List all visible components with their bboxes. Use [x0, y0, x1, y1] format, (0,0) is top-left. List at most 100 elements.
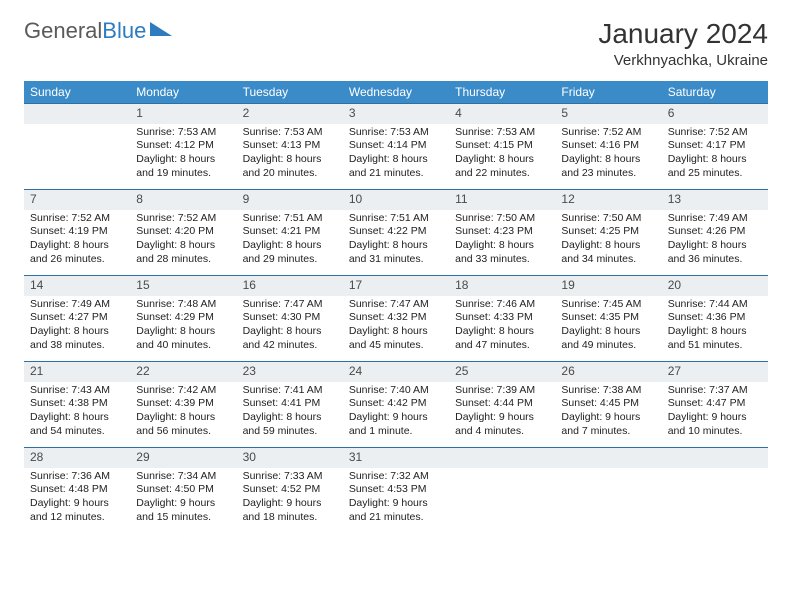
brand-name-part1: General: [24, 18, 102, 43]
day-cell: 14Sunrise: 7:49 AMSunset: 4:27 PMDayligh…: [24, 276, 130, 362]
sunset-line: Sunset: 4:15 PM: [455, 139, 549, 153]
day-number: 5: [555, 104, 661, 124]
day-body: Sunrise: 7:43 AMSunset: 4:38 PMDaylight:…: [24, 382, 130, 443]
daylight-line: Daylight: 9 hours and 21 minutes.: [349, 497, 443, 524]
sunrise-line: Sunrise: 7:52 AM: [30, 212, 124, 226]
day-header: Saturday: [662, 81, 768, 104]
daylight-line: Daylight: 8 hours and 21 minutes.: [349, 153, 443, 180]
day-body: Sunrise: 7:41 AMSunset: 4:41 PMDaylight:…: [237, 382, 343, 443]
day-cell: [662, 448, 768, 534]
day-number: 21: [24, 362, 130, 382]
daylight-line: Daylight: 9 hours and 12 minutes.: [30, 497, 124, 524]
day-cell: 21Sunrise: 7:43 AMSunset: 4:38 PMDayligh…: [24, 362, 130, 448]
day-body: Sunrise: 7:50 AMSunset: 4:23 PMDaylight:…: [449, 210, 555, 271]
day-body: Sunrise: 7:45 AMSunset: 4:35 PMDaylight:…: [555, 296, 661, 357]
day-body: Sunrise: 7:53 AMSunset: 4:12 PMDaylight:…: [130, 124, 236, 185]
day-number: 1: [130, 104, 236, 124]
day-cell: 22Sunrise: 7:42 AMSunset: 4:39 PMDayligh…: [130, 362, 236, 448]
day-number-empty: [555, 448, 661, 468]
day-number: 7: [24, 190, 130, 210]
day-body: Sunrise: 7:51 AMSunset: 4:22 PMDaylight:…: [343, 210, 449, 271]
brand-name-part2: Blue: [102, 18, 146, 43]
daylight-line: Daylight: 8 hours and 54 minutes.: [30, 411, 124, 438]
sunrise-line: Sunrise: 7:42 AM: [136, 384, 230, 398]
sunset-line: Sunset: 4:44 PM: [455, 397, 549, 411]
day-header: Thursday: [449, 81, 555, 104]
day-cell: 7Sunrise: 7:52 AMSunset: 4:19 PMDaylight…: [24, 190, 130, 276]
daylight-line: Daylight: 8 hours and 51 minutes.: [668, 325, 762, 352]
day-cell: 11Sunrise: 7:50 AMSunset: 4:23 PMDayligh…: [449, 190, 555, 276]
week-row: 21Sunrise: 7:43 AMSunset: 4:38 PMDayligh…: [24, 362, 768, 448]
day-number: 6: [662, 104, 768, 124]
sunrise-line: Sunrise: 7:53 AM: [243, 126, 337, 140]
daylight-line: Daylight: 8 hours and 47 minutes.: [455, 325, 549, 352]
day-number: 19: [555, 276, 661, 296]
sunset-line: Sunset: 4:29 PM: [136, 311, 230, 325]
week-row: 14Sunrise: 7:49 AMSunset: 4:27 PMDayligh…: [24, 276, 768, 362]
sunset-line: Sunset: 4:22 PM: [349, 225, 443, 239]
day-cell: 19Sunrise: 7:45 AMSunset: 4:35 PMDayligh…: [555, 276, 661, 362]
daylight-line: Daylight: 8 hours and 59 minutes.: [243, 411, 337, 438]
day-cell: [555, 448, 661, 534]
sunrise-line: Sunrise: 7:43 AM: [30, 384, 124, 398]
day-number: 26: [555, 362, 661, 382]
sunrise-line: Sunrise: 7:49 AM: [668, 212, 762, 226]
day-number: 8: [130, 190, 236, 210]
day-cell: 26Sunrise: 7:38 AMSunset: 4:45 PMDayligh…: [555, 362, 661, 448]
day-cell: 10Sunrise: 7:51 AMSunset: 4:22 PMDayligh…: [343, 190, 449, 276]
sunset-line: Sunset: 4:36 PM: [668, 311, 762, 325]
sunset-line: Sunset: 4:16 PM: [561, 139, 655, 153]
daylight-line: Daylight: 8 hours and 34 minutes.: [561, 239, 655, 266]
sunset-line: Sunset: 4:14 PM: [349, 139, 443, 153]
daylight-line: Daylight: 8 hours and 25 minutes.: [668, 153, 762, 180]
sunset-line: Sunset: 4:38 PM: [30, 397, 124, 411]
sunset-line: Sunset: 4:53 PM: [349, 483, 443, 497]
daylight-line: Daylight: 8 hours and 38 minutes.: [30, 325, 124, 352]
sunset-line: Sunset: 4:47 PM: [668, 397, 762, 411]
day-header: Wednesday: [343, 81, 449, 104]
sunrise-line: Sunrise: 7:41 AM: [243, 384, 337, 398]
day-body: Sunrise: 7:34 AMSunset: 4:50 PMDaylight:…: [130, 468, 236, 529]
sunset-line: Sunset: 4:48 PM: [30, 483, 124, 497]
day-number-empty: [662, 448, 768, 468]
day-number: 24: [343, 362, 449, 382]
day-body: Sunrise: 7:46 AMSunset: 4:33 PMDaylight:…: [449, 296, 555, 357]
day-body: Sunrise: 7:50 AMSunset: 4:25 PMDaylight:…: [555, 210, 661, 271]
day-number: 3: [343, 104, 449, 124]
sunrise-line: Sunrise: 7:33 AM: [243, 470, 337, 484]
daylight-line: Daylight: 8 hours and 42 minutes.: [243, 325, 337, 352]
day-body: Sunrise: 7:37 AMSunset: 4:47 PMDaylight:…: [662, 382, 768, 443]
calendar-body: 1Sunrise: 7:53 AMSunset: 4:12 PMDaylight…: [24, 104, 768, 534]
day-body: Sunrise: 7:48 AMSunset: 4:29 PMDaylight:…: [130, 296, 236, 357]
daylight-line: Daylight: 8 hours and 31 minutes.: [349, 239, 443, 266]
sunrise-line: Sunrise: 7:36 AM: [30, 470, 124, 484]
day-cell: 16Sunrise: 7:47 AMSunset: 4:30 PMDayligh…: [237, 276, 343, 362]
day-number: 20: [662, 276, 768, 296]
sunrise-line: Sunrise: 7:51 AM: [349, 212, 443, 226]
sunrise-line: Sunrise: 7:53 AM: [136, 126, 230, 140]
daylight-line: Daylight: 9 hours and 7 minutes.: [561, 411, 655, 438]
daylight-line: Daylight: 9 hours and 4 minutes.: [455, 411, 549, 438]
day-number: 4: [449, 104, 555, 124]
day-number: 28: [24, 448, 130, 468]
sunset-line: Sunset: 4:26 PM: [668, 225, 762, 239]
sunrise-line: Sunrise: 7:46 AM: [455, 298, 549, 312]
sunset-line: Sunset: 4:27 PM: [30, 311, 124, 325]
day-cell: 17Sunrise: 7:47 AMSunset: 4:32 PMDayligh…: [343, 276, 449, 362]
day-cell: 4Sunrise: 7:53 AMSunset: 4:15 PMDaylight…: [449, 104, 555, 190]
day-body: Sunrise: 7:52 AMSunset: 4:20 PMDaylight:…: [130, 210, 236, 271]
day-number: 29: [130, 448, 236, 468]
day-cell: 9Sunrise: 7:51 AMSunset: 4:21 PMDaylight…: [237, 190, 343, 276]
day-body: Sunrise: 7:49 AMSunset: 4:27 PMDaylight:…: [24, 296, 130, 357]
sunset-line: Sunset: 4:33 PM: [455, 311, 549, 325]
daylight-line: Daylight: 8 hours and 45 minutes.: [349, 325, 443, 352]
sunrise-line: Sunrise: 7:40 AM: [349, 384, 443, 398]
day-header: Sunday: [24, 81, 130, 104]
sunset-line: Sunset: 4:42 PM: [349, 397, 443, 411]
daylight-line: Daylight: 8 hours and 36 minutes.: [668, 239, 762, 266]
day-body: Sunrise: 7:44 AMSunset: 4:36 PMDaylight:…: [662, 296, 768, 357]
day-header: Friday: [555, 81, 661, 104]
sunset-line: Sunset: 4:12 PM: [136, 139, 230, 153]
sunset-line: Sunset: 4:20 PM: [136, 225, 230, 239]
day-number: 17: [343, 276, 449, 296]
